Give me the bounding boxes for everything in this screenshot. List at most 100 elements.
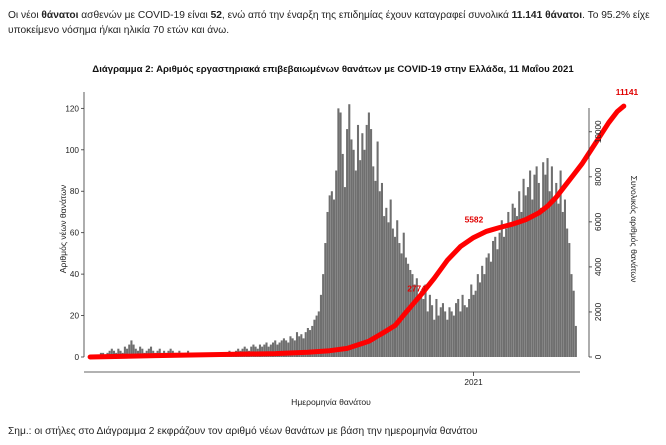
bar <box>452 315 455 357</box>
bar <box>435 298 438 357</box>
bar <box>110 348 113 357</box>
bar <box>485 257 488 357</box>
bar <box>446 319 449 357</box>
bar <box>291 338 294 357</box>
bar <box>333 199 336 357</box>
bar <box>112 350 116 357</box>
y-left-tick-label: 20 <box>70 312 80 321</box>
bar <box>252 344 255 357</box>
bar <box>319 294 322 357</box>
bar <box>516 216 519 357</box>
chart-axes: 0 20 40 60 80 100 120 0 2000 4000 6000 8000 10000 202… <box>65 92 603 387</box>
y-right-tick-label: 6000 <box>594 212 603 231</box>
bar <box>404 257 407 357</box>
bar <box>363 149 366 357</box>
bar <box>441 303 444 357</box>
bar <box>274 340 277 357</box>
bar <box>117 348 120 357</box>
bar <box>518 191 521 357</box>
bar <box>444 311 447 357</box>
y-left-tick-label: 0 <box>74 353 79 362</box>
bar <box>339 112 342 357</box>
bar <box>426 311 429 357</box>
bar <box>396 220 399 357</box>
bar <box>370 129 373 357</box>
x-tick-label: 2021 <box>464 378 483 387</box>
bar <box>526 187 529 357</box>
bar <box>566 228 569 357</box>
bar <box>539 207 543 357</box>
bar <box>361 133 364 357</box>
y-right-tick-label: 8000 <box>594 167 603 186</box>
bar <box>492 240 495 357</box>
intro-part-4: . Το 95.2% είχε υποκείμενο νόσημα ή/και … <box>8 10 650 36</box>
bar <box>298 336 301 357</box>
bar <box>128 344 131 357</box>
bar <box>542 162 545 357</box>
y-axis-right-label: Συνολικός αριθμός θανάτων <box>629 176 639 283</box>
bar <box>123 346 126 357</box>
bar <box>293 340 296 357</box>
bar <box>459 311 462 357</box>
bar <box>555 182 558 357</box>
bar <box>132 344 135 357</box>
bar <box>306 327 309 357</box>
bar <box>457 298 460 357</box>
bar <box>533 174 536 357</box>
bar <box>391 228 394 357</box>
bar <box>328 195 331 357</box>
bar <box>309 330 312 357</box>
bar <box>463 305 466 357</box>
bar <box>487 253 490 357</box>
bar <box>285 340 288 357</box>
bar <box>474 290 477 357</box>
intro-bold-deaths: θάνατοι <box>41 10 79 21</box>
bar <box>282 338 285 357</box>
bar <box>354 170 357 357</box>
bar <box>553 199 556 357</box>
bar <box>511 203 514 357</box>
bar <box>481 265 484 357</box>
bar <box>411 274 414 357</box>
bar <box>559 170 562 357</box>
bar <box>465 307 468 357</box>
bar <box>350 139 353 357</box>
bar <box>365 124 368 357</box>
bar <box>385 207 388 357</box>
bar <box>341 153 344 357</box>
annotation-2774: 2774 <box>407 284 426 294</box>
deaths-chart: Διάγραμμα 2: Αριθμός εργαστηριακά επιβεβ… <box>58 64 639 407</box>
bar <box>311 325 314 357</box>
bar <box>520 211 523 357</box>
bar <box>258 344 261 357</box>
y-right-tick-label: 2000 <box>594 302 603 321</box>
bar <box>394 236 397 357</box>
bar <box>424 284 427 357</box>
bar <box>531 199 534 357</box>
bar <box>448 307 451 357</box>
bar <box>147 348 150 357</box>
bar <box>400 253 403 357</box>
bar <box>130 340 133 357</box>
bar <box>352 149 355 357</box>
bar <box>387 222 390 357</box>
bar <box>374 180 377 357</box>
bar <box>158 348 161 357</box>
bar <box>126 348 129 357</box>
bar <box>337 108 340 357</box>
bar <box>372 166 375 357</box>
bar <box>524 195 527 357</box>
bar <box>139 346 142 357</box>
bar <box>413 284 416 357</box>
bar <box>557 203 560 357</box>
bar <box>302 338 305 357</box>
bar <box>494 236 497 357</box>
bar <box>402 232 405 357</box>
bar <box>304 332 307 357</box>
bar <box>150 346 153 357</box>
intro-bold-total: 11.141 θάνατοι <box>511 10 583 21</box>
bar <box>313 319 316 357</box>
bar <box>522 178 525 357</box>
bar <box>289 336 292 357</box>
bar <box>513 207 516 357</box>
